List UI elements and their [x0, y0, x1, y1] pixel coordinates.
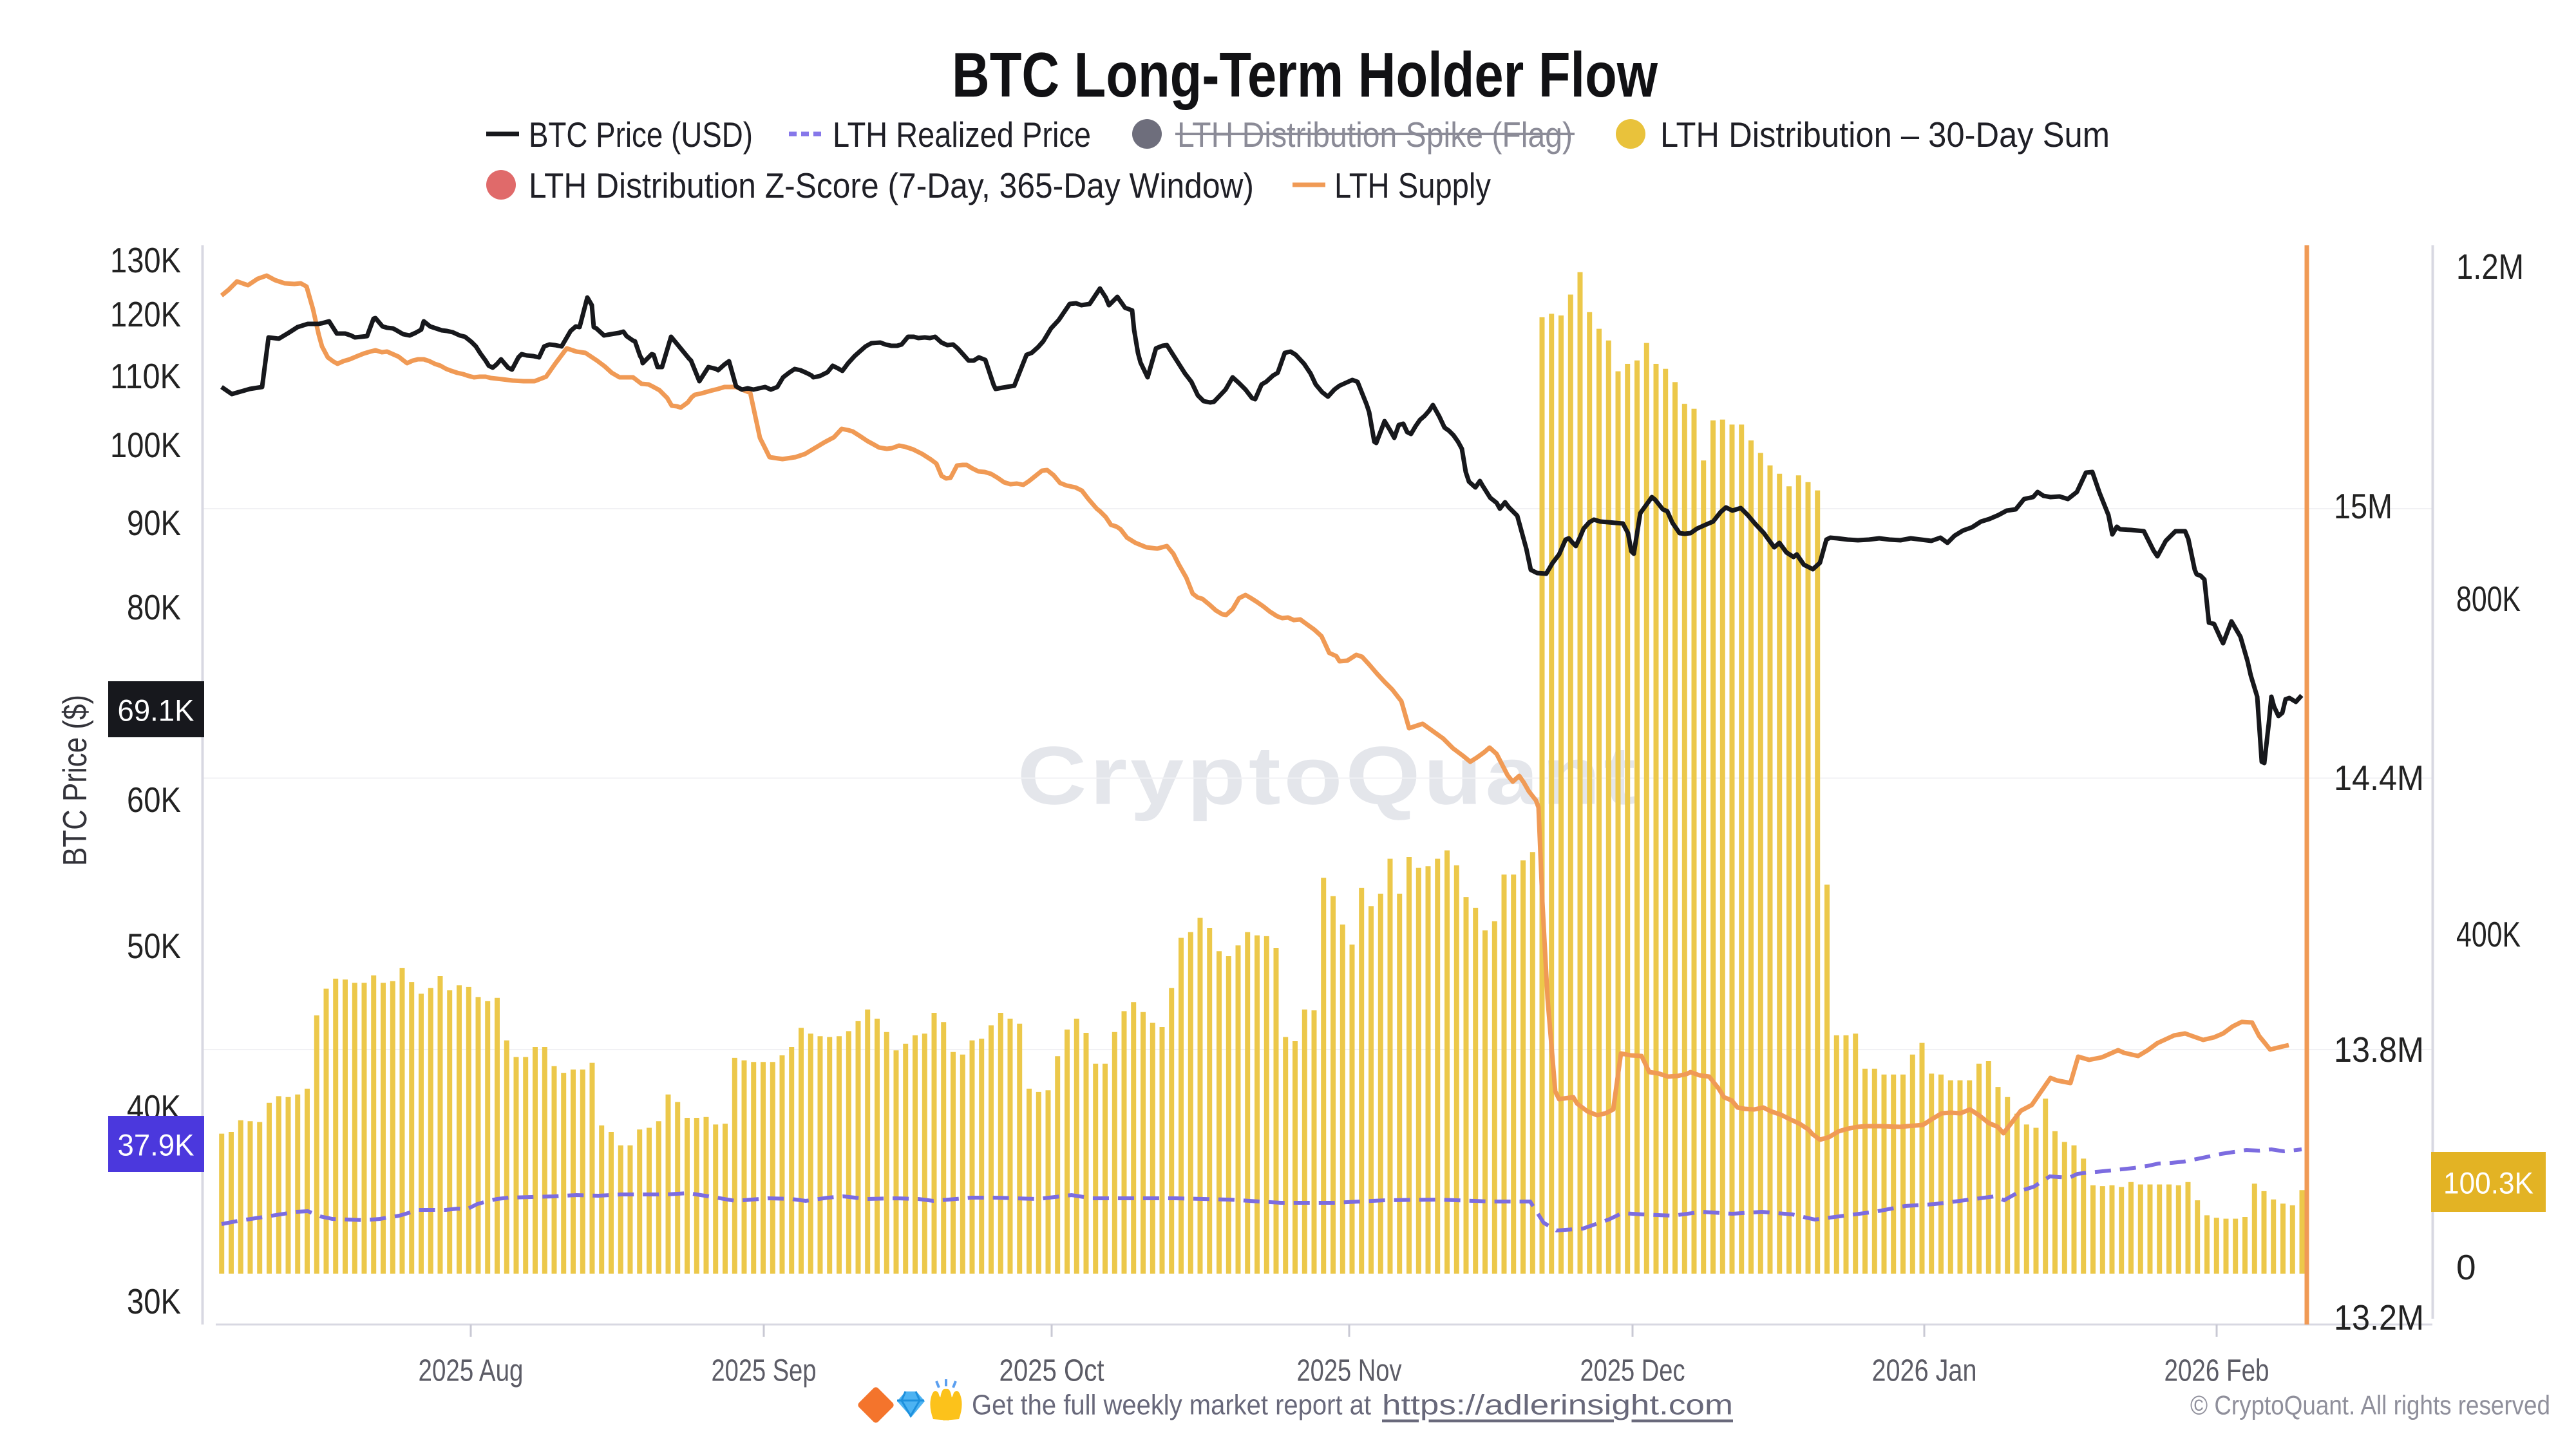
svg-text:BTC Price (USD): BTC Price (USD): [529, 115, 753, 155]
svg-text:60K: 60K: [127, 780, 181, 820]
svg-text:LTH Supply: LTH Supply: [1334, 165, 1491, 205]
svg-text:LTH Realized Price: LTH Realized Price: [833, 115, 1091, 155]
svg-text:https://adlerinsight.com: https://adlerinsight.com: [1382, 1390, 1733, 1421]
svg-text:LTH Distribution Z-Score (7-Da: LTH Distribution Z-Score (7-Day, 365-Day…: [529, 165, 1254, 205]
svg-text:800K: 800K: [2456, 579, 2521, 619]
svg-text:30K: 30K: [127, 1281, 181, 1321]
svg-text:0: 0: [2456, 1247, 2476, 1287]
svg-text:37.9K: 37.9K: [118, 1128, 194, 1162]
svg-text:BTC Price ($): BTC Price ($): [57, 695, 94, 866]
svg-text:120K: 120K: [110, 294, 181, 334]
svg-text:100K: 100K: [110, 425, 181, 465]
svg-text:69.1K: 69.1K: [118, 693, 194, 728]
svg-text:2025 Dec: 2025 Dec: [1580, 1354, 1685, 1388]
svg-text:13.2M: 13.2M: [2334, 1297, 2424, 1337]
svg-text:80K: 80K: [127, 587, 181, 627]
svg-text:2025 Aug: 2025 Aug: [419, 1354, 524, 1388]
svg-text:2025 Oct: 2025 Oct: [999, 1354, 1104, 1388]
svg-text:LTH Distribution – 30-Day Sum: LTH Distribution – 30-Day Sum: [1660, 115, 2110, 155]
svg-text:90K: 90K: [127, 503, 181, 543]
svg-text:Get the full weekly market rep: Get the full weekly market report at: [972, 1390, 1371, 1421]
svg-text:2025 Sep: 2025 Sep: [712, 1354, 817, 1388]
svg-text:2026 Jan: 2026 Jan: [1872, 1354, 1977, 1388]
svg-text:100.3K: 100.3K: [2443, 1166, 2533, 1200]
svg-text:130K: 130K: [110, 240, 181, 280]
svg-text:50K: 50K: [127, 926, 181, 966]
svg-text:© CryptoQuant. All rights rese: © CryptoQuant. All rights reserved: [2190, 1390, 2550, 1420]
svg-text:110K: 110K: [110, 356, 181, 396]
svg-text:2025 Nov: 2025 Nov: [1297, 1354, 1402, 1388]
svg-text:1.2M: 1.2M: [2456, 247, 2524, 287]
svg-text:BTC Long-Term Holder Flow: BTC Long-Term Holder Flow: [952, 39, 1658, 110]
svg-text:14.4M: 14.4M: [2334, 758, 2424, 798]
svg-text:CryptoQuant: CryptoQuant: [1018, 730, 1639, 822]
svg-text:2026 Feb: 2026 Feb: [2164, 1354, 2269, 1388]
svg-text:400K: 400K: [2456, 914, 2521, 954]
svg-text:13.8M: 13.8M: [2334, 1030, 2424, 1070]
svg-text:15M: 15M: [2334, 486, 2392, 526]
